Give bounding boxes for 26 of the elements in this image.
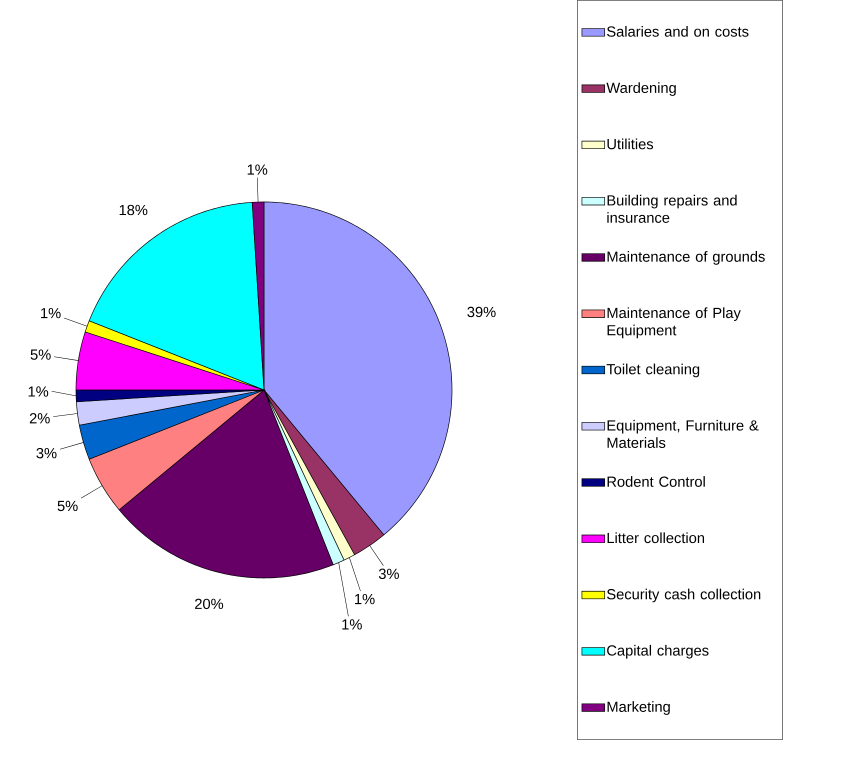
legend-label: Capital charges	[607, 644, 709, 659]
data-label: 5%	[30, 349, 51, 360]
data-label: 18%	[120, 204, 148, 216]
data-label: 3%	[378, 568, 399, 580]
legend-label: Equipment, Furniture & Materials	[608, 420, 759, 448]
legend-label: Litter collection	[608, 532, 704, 544]
legend-label: Building repairs and insurance	[607, 194, 737, 223]
data-label: 3%	[36, 448, 57, 458]
legend-label: Rodent Control	[608, 476, 705, 487]
legend-label: Maintenance of grounds	[608, 251, 765, 265]
data-label: 1%	[248, 164, 268, 175]
legend-label: Maintenance of Play Equipment	[608, 307, 741, 338]
legend-label: Security cash collection	[607, 588, 760, 602]
data-label: 1%	[342, 619, 362, 630]
legend-label: Toilet cleaning	[606, 364, 700, 378]
data-label: 1%	[41, 308, 61, 318]
data-label: 1%	[28, 386, 48, 397]
data-label: 1%	[355, 594, 375, 604]
legend-label: Utilities	[607, 138, 654, 150]
legend-label: Marketing	[608, 701, 670, 715]
data-label: 20%	[195, 598, 224, 610]
legend-label: Wardening	[606, 82, 676, 96]
data-label: 39%	[467, 306, 496, 318]
legend-label: Salaries and on costs	[607, 26, 748, 37]
data-label: 5%	[58, 500, 78, 512]
data-label: 2%	[30, 413, 50, 424]
